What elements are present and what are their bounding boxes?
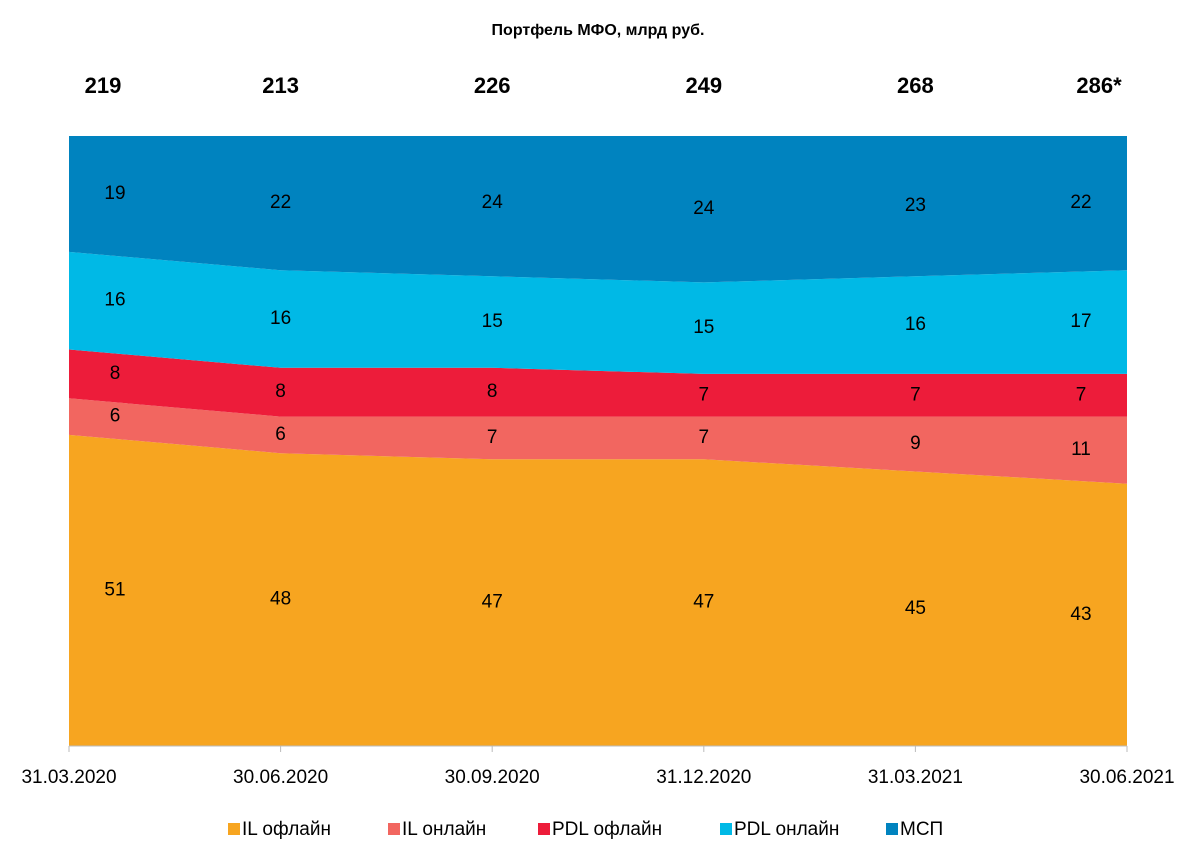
data-label: 19 <box>104 183 125 204</box>
legend-label: МСП <box>900 819 943 840</box>
data-label: 7 <box>487 427 498 448</box>
data-label: 7 <box>910 384 921 405</box>
x-tick-label: 30.09.2020 <box>445 767 540 788</box>
x-tick-label: 30.06.2021 <box>1079 767 1174 788</box>
legend-swatch <box>388 823 400 835</box>
data-label: 8 <box>275 381 286 402</box>
data-label: 7 <box>699 384 710 405</box>
data-label: 47 <box>482 592 503 613</box>
x-tick-label: 31.03.2020 <box>21 767 116 788</box>
area <box>69 434 1127 746</box>
total-label: 268 <box>897 73 934 98</box>
data-label: 7 <box>699 427 710 448</box>
legend-swatch <box>538 823 550 835</box>
data-label: 24 <box>693 198 715 219</box>
legend-label: PDL онлайн <box>734 819 839 840</box>
data-label: 6 <box>275 424 286 445</box>
data-label: 16 <box>270 308 291 329</box>
data-label: 11 <box>1071 439 1091 460</box>
total-label: 226 <box>474 73 511 98</box>
x-tick-label: 30.06.2020 <box>233 767 328 788</box>
total-label: 213 <box>262 73 299 98</box>
data-label: 45 <box>905 598 926 619</box>
data-label: 8 <box>487 381 498 402</box>
legend-swatch <box>720 823 732 835</box>
data-label: 17 <box>1070 311 1091 332</box>
data-label: 15 <box>482 311 503 332</box>
total-label: 286* <box>1076 73 1122 98</box>
data-label: 24 <box>482 192 504 213</box>
chart-title: Портфель МФО, млрд руб. <box>492 22 705 39</box>
area <box>69 251 1127 374</box>
data-label: 48 <box>270 589 291 610</box>
x-tick-label: 31.03.2021 <box>868 767 963 788</box>
plot-area <box>69 136 1127 746</box>
data-label: 22 <box>270 192 291 213</box>
data-label: 22 <box>1070 192 1091 213</box>
legend-swatch <box>228 823 240 835</box>
data-label: 15 <box>693 317 714 338</box>
data-label: 7 <box>1076 384 1087 405</box>
total-label: 219 <box>85 73 122 98</box>
data-label: 6 <box>110 406 121 427</box>
legend-label: PDL офлайн <box>552 819 662 840</box>
data-label: 51 <box>104 579 125 600</box>
data-label: 43 <box>1070 604 1091 625</box>
area <box>69 349 1127 417</box>
x-tick-label: 31.12.2020 <box>656 767 751 788</box>
data-label: 9 <box>910 433 921 454</box>
data-label: 16 <box>104 290 125 311</box>
data-label: 16 <box>905 314 926 335</box>
area <box>69 398 1127 484</box>
data-label: 8 <box>110 363 121 384</box>
data-label: 23 <box>905 195 926 216</box>
data-label: 47 <box>693 592 714 613</box>
legend-label: IL онлайн <box>402 819 486 840</box>
total-label: 249 <box>685 73 722 98</box>
area <box>69 136 1127 283</box>
legend-label: IL офлайн <box>242 819 331 840</box>
legend-swatch <box>886 823 898 835</box>
